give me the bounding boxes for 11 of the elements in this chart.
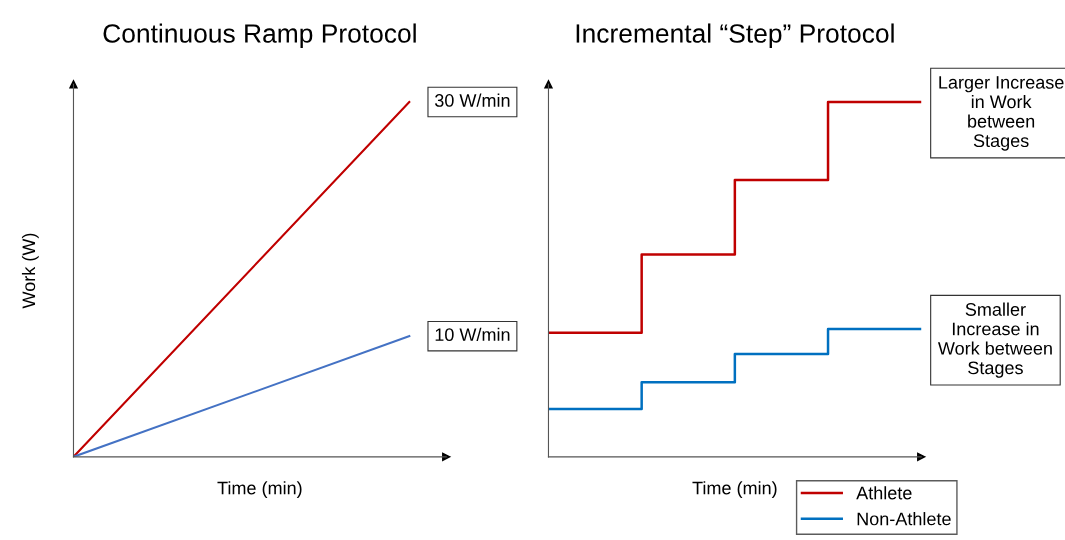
y-axis-title: Work (W): [21, 233, 39, 309]
text: Larger Increase in Work between Stages: [939, 76, 1064, 151]
x-axis-title: Time (min): [217, 481, 302, 498]
legend-label: Athlete: [856, 486, 912, 500]
annotation: 10 W/min: [435, 327, 510, 342]
legend-label: Non-Athlete: [857, 512, 951, 526]
text: Smaller Increase in Work between Stages: [937, 302, 1052, 378]
chart-title: Incremental “Step” Protocol: [576, 23, 894, 49]
chart-title: Continuous Ramp Protocol: [103, 23, 416, 49]
annotation: 30 W/min: [434, 93, 510, 107]
x-axis-title: Time (min): [692, 481, 777, 498]
